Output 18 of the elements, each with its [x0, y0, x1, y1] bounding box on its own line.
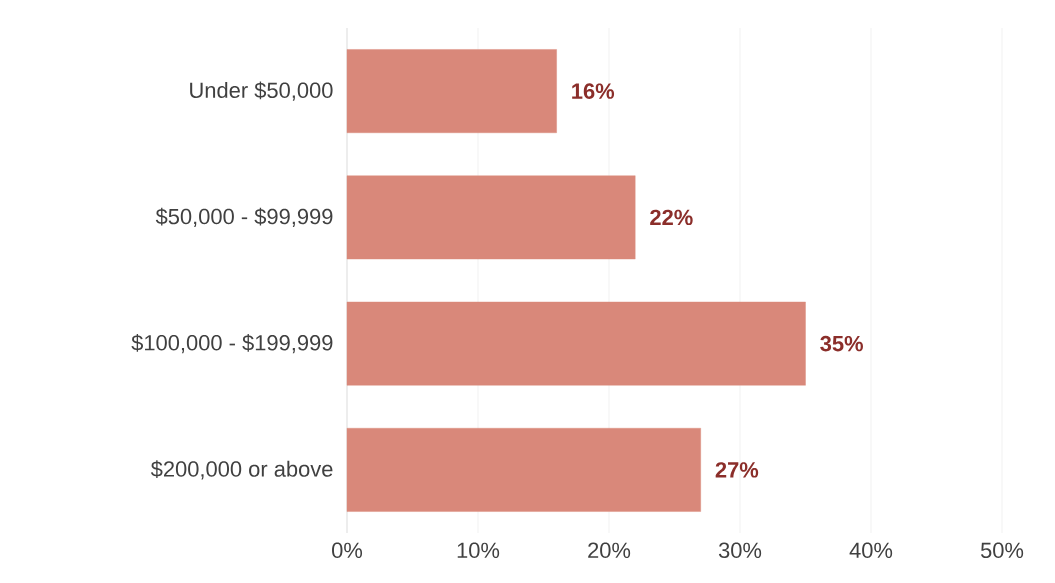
bar — [346, 49, 557, 133]
y-tick-label: $200,000 or above — [150, 460, 333, 480]
x-tick-label: 40% — [849, 542, 893, 559]
x-tick-label: 30% — [718, 542, 762, 559]
bar — [346, 175, 636, 260]
data-label: 16% — [572, 83, 615, 99]
bar — [346, 428, 701, 512]
data-label: 22% — [650, 209, 693, 226]
bar — [346, 301, 806, 386]
y-tick-label: $100,000 - $199,999 — [131, 334, 333, 354]
data-label: 27% — [715, 462, 759, 478]
y-tick-label: Under $50,000 — [190, 81, 333, 101]
x-tick-label: 10% — [457, 542, 500, 559]
x-tick-label: 0% — [332, 542, 363, 559]
x-tick-label: 20% — [588, 542, 631, 559]
x-tick-label: 50% — [980, 542, 1024, 559]
data-label: 35% — [820, 335, 863, 352]
y-tick-label: $50,000 - $99,999 — [155, 207, 333, 227]
